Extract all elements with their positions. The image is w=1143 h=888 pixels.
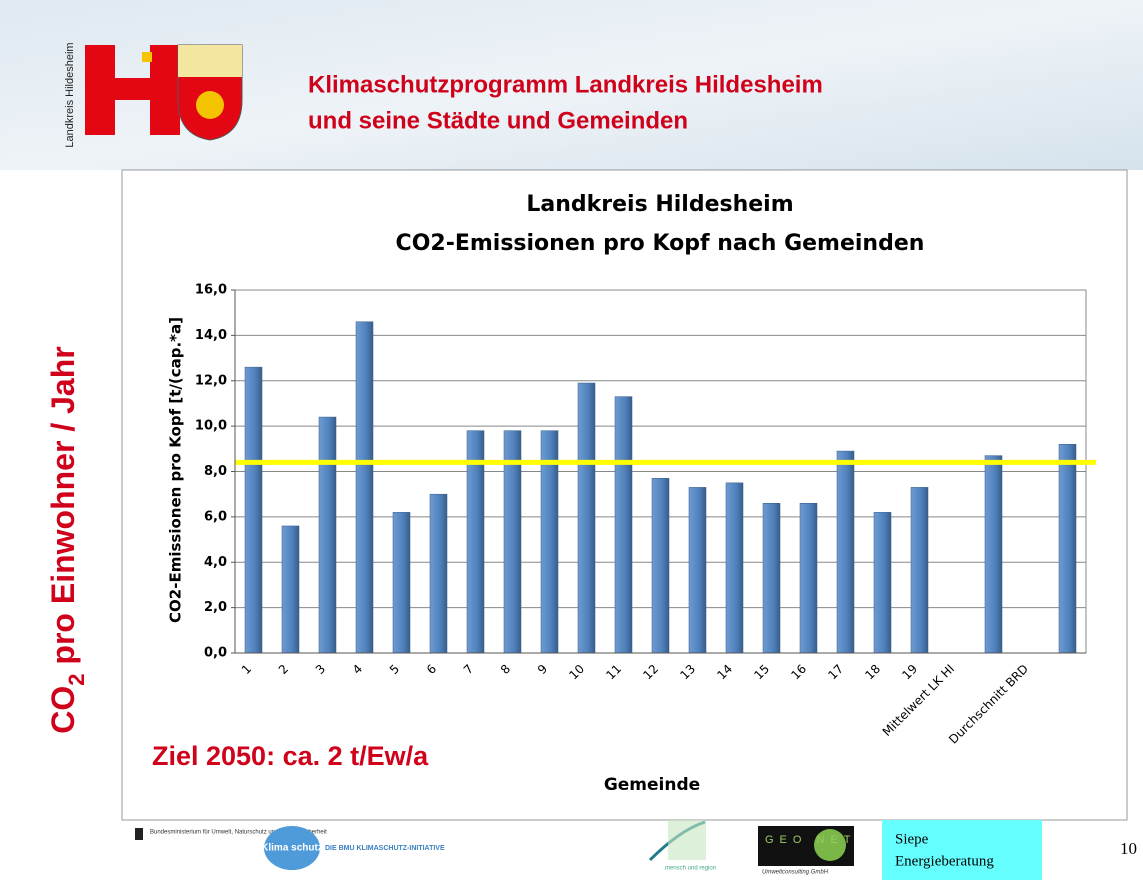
mensch-logo [668,820,706,860]
bar [726,483,743,653]
bar [356,322,373,653]
x-axis-label: Gemeinde [604,775,700,795]
geonet: GEO NET [765,834,857,846]
side-label-part: CO [45,686,81,734]
y-tick-label: 6,0 [204,509,227,524]
bar [800,503,817,653]
bar [874,512,891,653]
logo-dot [142,52,152,62]
siepe: Siepe [895,831,929,847]
chart-title: CO2-Emissionen pro Kopf nach Gemeinden [396,231,925,256]
bar [578,383,595,653]
logo-h [115,78,150,100]
slide-title: und seine Städte und Gemeinden [308,107,688,134]
bar [763,503,780,653]
y-tick-label: 16,0 [195,283,227,298]
bar [837,451,854,653]
bar [430,494,447,653]
bar [911,487,928,653]
side-label: CO2 pro Einwohner / Jahr [45,346,89,733]
footer: Bundesministerium für Umwelt, Naturschut… [135,820,1137,880]
y-tick-label: 2,0 [204,600,227,615]
chart-title: Landkreis Hildesheim [526,192,793,217]
bar [615,397,632,653]
geonet-sub: Umweltconsulting GmbH [762,870,829,876]
siepe-box [882,820,1042,880]
logo-text: Landkreis Hildesheim [64,42,76,147]
annotation: Ziel 2050: ca. 2 t/Ew/a [152,741,429,771]
y-tick-label: 10,0 [195,419,227,434]
page: {"slide": {"logo_text": "Landkreis Hilde… [0,0,1143,888]
y-tick-label: 14,0 [195,328,227,343]
side-label-part: 2 [64,673,89,685]
bar [985,456,1002,653]
logo-h [150,45,180,135]
slide: Landkreis Hildesheim Klimaschutzprogramm… [0,0,1143,888]
bar [1059,444,1076,653]
klima: Klima schutz [261,843,323,854]
y-tick-label: 12,0 [195,373,227,388]
bar [393,512,410,653]
bar [282,526,299,653]
slide-title: Klimaschutzprogramm Landkreis Hildesheim [308,71,823,98]
mensch: mensch und region [665,866,716,872]
logo: Landkreis Hildesheim [64,42,242,147]
logo-h [85,45,115,135]
bmu: DIE BMU KLIMASCHUTZ-INITIATIVE [325,845,445,852]
bar [689,487,706,653]
eagle-icon [135,828,143,840]
y-tick-label: 0,0 [204,646,227,661]
bar [245,367,262,653]
bar [319,417,336,653]
bar [652,478,669,653]
logo-rose [196,91,224,119]
side-label-part: pro Einwohner / Jahr [45,346,81,673]
logo-shield [178,45,242,77]
y-axis-label: CO2-Emissionen pro Kopf [t/(cap.*a] [167,317,185,623]
y-tick-label: 8,0 [204,464,227,479]
page-number: 10 [1120,839,1137,858]
siepe: Energieberatung [895,853,994,869]
y-tick-label: 4,0 [204,555,227,570]
